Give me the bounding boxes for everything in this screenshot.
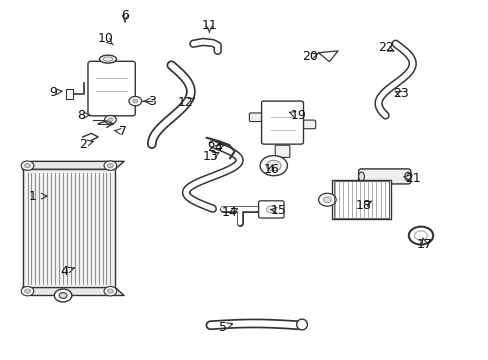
Circle shape bbox=[133, 99, 138, 103]
Text: 20: 20 bbox=[302, 50, 318, 63]
Polygon shape bbox=[22, 288, 124, 296]
Text: 13: 13 bbox=[202, 150, 218, 163]
Text: 15: 15 bbox=[270, 204, 286, 217]
Circle shape bbox=[54, 289, 72, 302]
Text: 12: 12 bbox=[178, 96, 193, 109]
Bar bbox=[331, 180, 390, 220]
Circle shape bbox=[104, 116, 116, 124]
Text: 3: 3 bbox=[147, 95, 156, 108]
FancyBboxPatch shape bbox=[358, 169, 410, 184]
FancyBboxPatch shape bbox=[275, 145, 289, 157]
Text: 19: 19 bbox=[290, 109, 305, 122]
Text: 11: 11 bbox=[201, 19, 217, 32]
Text: 5: 5 bbox=[218, 320, 226, 333]
Circle shape bbox=[408, 226, 432, 244]
Text: 22: 22 bbox=[377, 41, 393, 54]
Text: 18: 18 bbox=[355, 199, 371, 212]
Circle shape bbox=[266, 206, 276, 213]
Circle shape bbox=[21, 287, 34, 296]
Circle shape bbox=[21, 161, 34, 170]
Circle shape bbox=[104, 161, 117, 170]
Text: 16: 16 bbox=[263, 163, 279, 176]
Circle shape bbox=[318, 193, 335, 206]
Text: 8: 8 bbox=[77, 109, 85, 122]
Circle shape bbox=[129, 96, 142, 106]
Ellipse shape bbox=[404, 172, 410, 181]
Circle shape bbox=[323, 197, 330, 203]
Text: 7: 7 bbox=[119, 125, 126, 138]
Text: 14: 14 bbox=[222, 206, 237, 219]
Ellipse shape bbox=[103, 57, 113, 61]
FancyBboxPatch shape bbox=[261, 101, 303, 144]
Text: 23: 23 bbox=[392, 87, 407, 100]
Text: 6: 6 bbox=[121, 9, 129, 22]
Circle shape bbox=[104, 287, 117, 296]
Ellipse shape bbox=[358, 172, 364, 181]
Circle shape bbox=[266, 160, 281, 171]
Polygon shape bbox=[22, 169, 115, 288]
Text: 10: 10 bbox=[98, 32, 113, 45]
Polygon shape bbox=[22, 161, 124, 169]
FancyBboxPatch shape bbox=[298, 120, 315, 129]
Circle shape bbox=[107, 289, 113, 293]
FancyBboxPatch shape bbox=[258, 201, 284, 218]
Text: 1: 1 bbox=[28, 190, 36, 203]
Circle shape bbox=[59, 293, 67, 298]
Circle shape bbox=[24, 163, 30, 168]
Text: 9: 9 bbox=[49, 86, 57, 99]
Bar bbox=[65, 89, 73, 99]
FancyBboxPatch shape bbox=[88, 61, 135, 116]
Text: 2: 2 bbox=[79, 138, 86, 150]
Circle shape bbox=[24, 289, 30, 293]
Circle shape bbox=[260, 156, 287, 176]
Text: 17: 17 bbox=[416, 238, 432, 251]
Text: 21: 21 bbox=[404, 172, 420, 185]
Circle shape bbox=[414, 231, 427, 240]
Text: 24: 24 bbox=[207, 141, 223, 154]
Circle shape bbox=[107, 163, 113, 168]
Circle shape bbox=[108, 118, 113, 122]
FancyBboxPatch shape bbox=[249, 113, 266, 122]
Ellipse shape bbox=[296, 319, 307, 330]
Text: 4: 4 bbox=[60, 265, 68, 278]
Ellipse shape bbox=[99, 55, 116, 63]
Polygon shape bbox=[318, 51, 337, 62]
